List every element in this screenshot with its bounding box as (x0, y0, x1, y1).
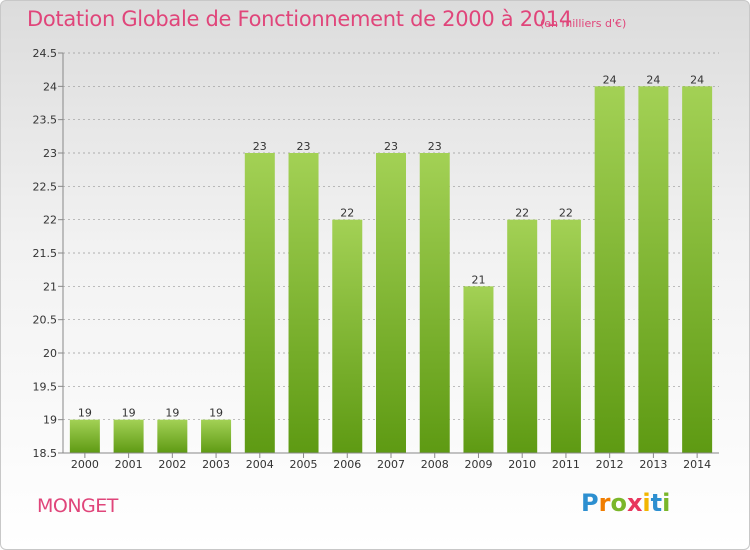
bar (288, 153, 319, 453)
bar-value-label: 24 (690, 73, 704, 86)
y-tick-label: 19 (43, 414, 57, 427)
y-tick-label: 24 (43, 80, 57, 93)
bar-value-label: 22 (340, 207, 354, 220)
logo-letter: i (642, 489, 651, 517)
x-tick-label: 2014 (683, 458, 711, 471)
y-tick-label: 20 (43, 347, 57, 360)
x-tick-label: 2010 (508, 458, 536, 471)
bar (682, 86, 713, 453)
proxiti-logo: Proxiti (581, 489, 670, 517)
bar (113, 419, 144, 453)
bar (244, 153, 275, 453)
bar-value-label: 19 (209, 407, 223, 420)
axes (58, 52, 719, 458)
x-tick-label: 2013 (639, 458, 667, 471)
bar-value-label: 24 (603, 73, 617, 86)
x-tick-label: 2006 (333, 458, 361, 471)
bar (419, 153, 450, 453)
logo-letter: i (662, 489, 671, 517)
bar (157, 419, 188, 453)
bar-value-label: 19 (122, 407, 136, 420)
x-tick-label: 2008 (421, 458, 449, 471)
bar (507, 219, 538, 453)
bar-value-label: 22 (559, 207, 573, 220)
logo-letter: o (610, 489, 627, 517)
bar (550, 219, 581, 453)
bar-value-label: 23 (428, 140, 442, 153)
x-tick-label: 2003 (202, 458, 230, 471)
bar-value-label: 23 (297, 140, 311, 153)
bars (69, 86, 713, 453)
y-tick-label: 18.5 (33, 447, 58, 460)
bar-value-label: 19 (165, 407, 179, 420)
bar-value-label: 24 (646, 73, 660, 86)
x-tick-label: 2004 (246, 458, 274, 471)
y-tick-label: 21.5 (33, 247, 58, 260)
bar-value-label: 22 (515, 207, 529, 220)
bar (332, 219, 363, 453)
y-tick-label: 23 (43, 147, 57, 160)
y-tick-label: 21 (43, 280, 57, 293)
x-tick-label: 2002 (158, 458, 186, 471)
x-tick-label: 2007 (377, 458, 405, 471)
x-tick-label: 2009 (464, 458, 492, 471)
chart-title: Dotation Globale de Fonctionnement de 20… (27, 7, 572, 31)
logo-letter: x (626, 489, 643, 517)
logo-letter: r (598, 489, 611, 517)
y-tick-label: 20.5 (33, 314, 58, 327)
logo-letter: P (581, 489, 599, 517)
labels: 18.5 19 19.5 20 20.5 21 21.5 22 22.5 23 23.5 24 24.5… (33, 47, 712, 471)
y-tick-label: 22 (43, 214, 57, 227)
x-tick-label: 2001 (115, 458, 143, 471)
chart-units: (en milliers d'€) (540, 17, 627, 30)
x-tick-label: 2000 (71, 458, 99, 471)
x-tick-label: 2011 (552, 458, 580, 471)
bar (638, 86, 669, 453)
y-tick-label: 23.5 (33, 114, 58, 127)
bar-value-label: 23 (384, 140, 398, 153)
bar (594, 86, 625, 453)
bar (69, 419, 100, 453)
bar-value-label: 23 (253, 140, 267, 153)
commune-name: MONGET (37, 495, 118, 517)
bar-value-label: 21 (471, 273, 485, 286)
bar (201, 419, 232, 453)
y-tick-label: 19.5 (33, 380, 58, 393)
y-tick-label: 22.5 (33, 180, 58, 193)
x-tick-label: 2012 (596, 458, 624, 471)
x-tick-label: 2005 (290, 458, 318, 471)
logo-letter: t (650, 489, 663, 517)
bar (376, 153, 406, 453)
y-tick-label: 24.5 (33, 47, 58, 60)
bar (463, 286, 494, 453)
bar-value-label: 19 (78, 407, 92, 420)
